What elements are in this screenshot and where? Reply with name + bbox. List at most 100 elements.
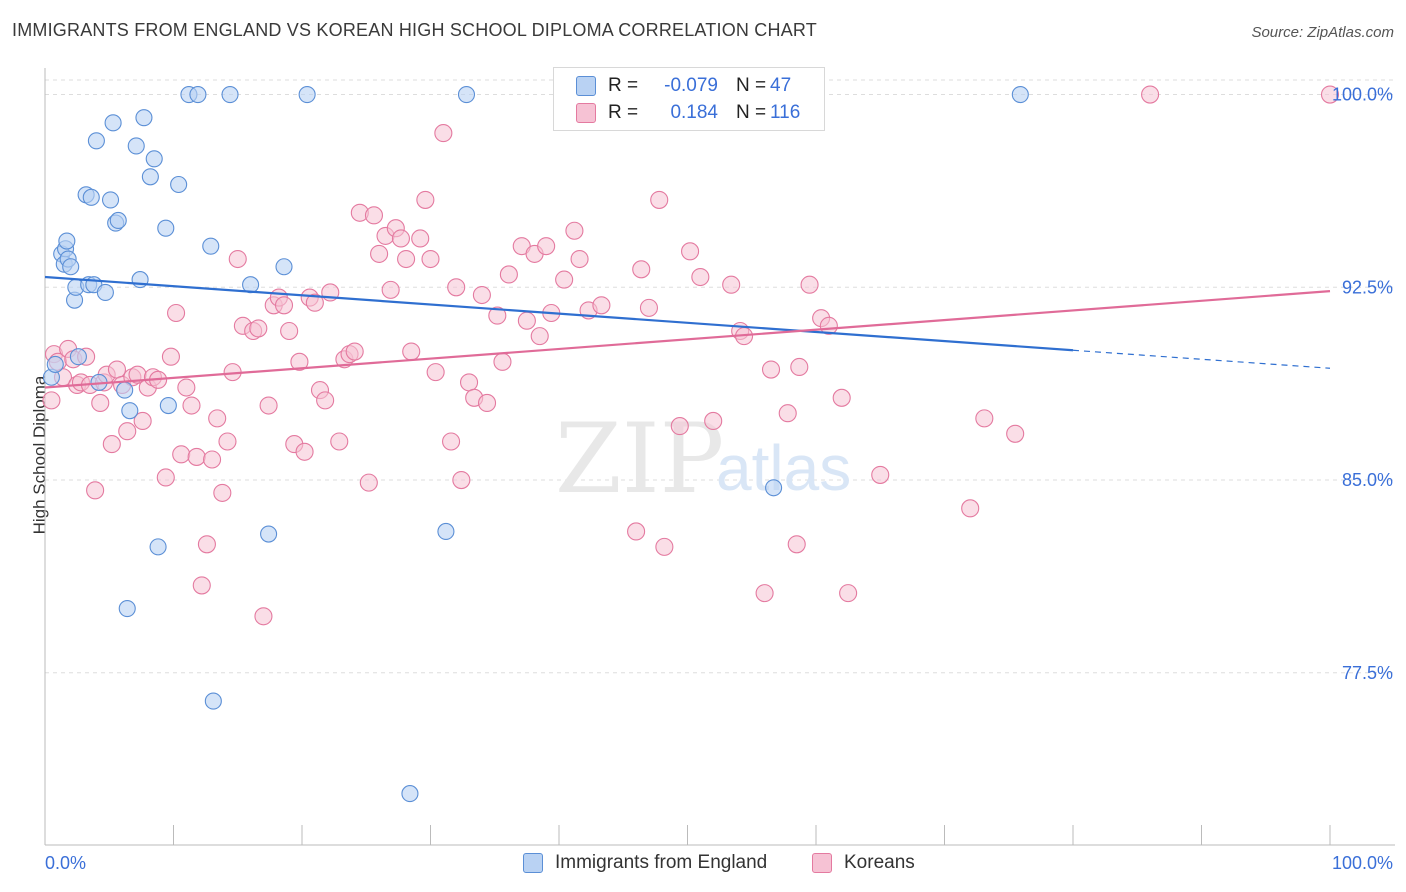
legend-item-koreans: Koreans [812,852,915,874]
point-koreans [213,483,232,502]
point-koreans [316,391,335,410]
point-koreans [755,584,774,603]
point-koreans [565,221,584,240]
point-koreans [459,373,479,392]
y-tick-label: 77.5% [1342,663,1393,683]
point-koreans [182,396,201,415]
point-koreans [290,352,309,371]
point-england [135,109,153,127]
trend-line-koreans [44,290,1331,389]
point-koreans [670,417,689,436]
point-koreans [192,576,211,595]
point-england [109,211,127,230]
point-england [82,188,100,206]
point-england [62,258,80,276]
point-koreans [370,244,389,263]
point-koreans [537,237,556,256]
watermark-zip: ZIP [555,403,724,515]
x-tick-label: 0.0% [45,853,86,873]
point-koreans [704,411,723,430]
point-england [87,132,105,150]
series-england [42,86,1029,803]
point-england [1011,86,1029,104]
chart-title: IMMIGRANTS FROM ENGLAND VS KOREAN HIGH S… [12,20,817,40]
legend-n-label: N = [736,75,767,96]
point-koreans [650,190,669,209]
point-koreans [208,409,227,428]
series-legend: Immigrants from England Koreans [0,852,1406,878]
point-koreans [632,260,651,279]
point-koreans [402,342,421,361]
legend-r-value: -0.079 [664,75,718,96]
point-koreans [381,280,400,299]
point-koreans [218,432,237,451]
legend-swatch-england [523,853,543,873]
legend-n-label: N = [736,102,767,123]
legend-swatch-england [576,76,596,96]
point-england [116,381,134,399]
point-koreans [133,411,152,430]
tick-labels: 77.5% 85.0% 92.5% 100.0% 0.0% 100.0% [45,85,1393,873]
point-koreans [761,360,781,379]
point-koreans [397,249,416,269]
point-koreans [871,465,890,484]
point-koreans [832,388,851,407]
point-england [96,283,114,301]
y-tick-label: 85.0% [1342,470,1393,490]
point-koreans [477,393,497,413]
point-england [457,86,476,104]
legend-n-value: 47 [770,75,792,96]
point-koreans [493,352,512,371]
legend-r-value: 0.184 [670,102,718,123]
point-england [157,219,175,237]
point-koreans [421,249,440,269]
point-koreans [452,471,471,490]
point-england [104,114,122,132]
point-koreans [274,296,294,315]
point-koreans [592,296,611,315]
watermark: ZIP atlas [555,403,851,515]
point-koreans [391,229,410,248]
point-england [765,479,783,497]
legend-r-label: R = [608,102,639,123]
point-koreans [305,293,324,312]
point-koreans [778,404,797,423]
point-england [189,86,207,104]
point-koreans [42,391,61,410]
point-england [202,237,220,255]
legend-swatch-koreans [812,853,832,873]
point-england [149,538,167,556]
trend-line-england [44,275,1074,352]
point-koreans [517,311,536,330]
correlation-legend: R = -0.079 N = 47 R = 0.184 N = 116 [553,67,825,131]
point-koreans [86,481,105,500]
point-england [221,86,239,104]
point-koreans [259,396,278,415]
point-koreans [790,357,809,377]
point-england [121,402,139,420]
point-koreans [330,432,349,451]
legend-row-england: R = -0.079 N = 47 [576,73,791,99]
legend-swatch-koreans [576,103,596,123]
point-england [46,355,64,373]
legend-n-value: 116 [770,102,801,123]
trend-line-england-extension [1072,349,1331,369]
point-koreans [172,445,191,464]
point-england [127,137,145,155]
y-tick-label: 92.5% [1342,277,1393,297]
point-england [118,600,136,618]
point-koreans [426,363,445,382]
point-koreans [639,298,659,317]
point-england [141,168,159,186]
point-koreans [161,347,180,366]
point-koreans [249,319,268,338]
point-koreans [691,267,710,287]
point-koreans [555,270,574,289]
point-england [275,258,293,276]
point-koreans [295,442,314,461]
point-koreans [787,535,806,554]
point-england [159,396,177,415]
point-koreans [499,265,518,284]
point-koreans [472,285,491,305]
